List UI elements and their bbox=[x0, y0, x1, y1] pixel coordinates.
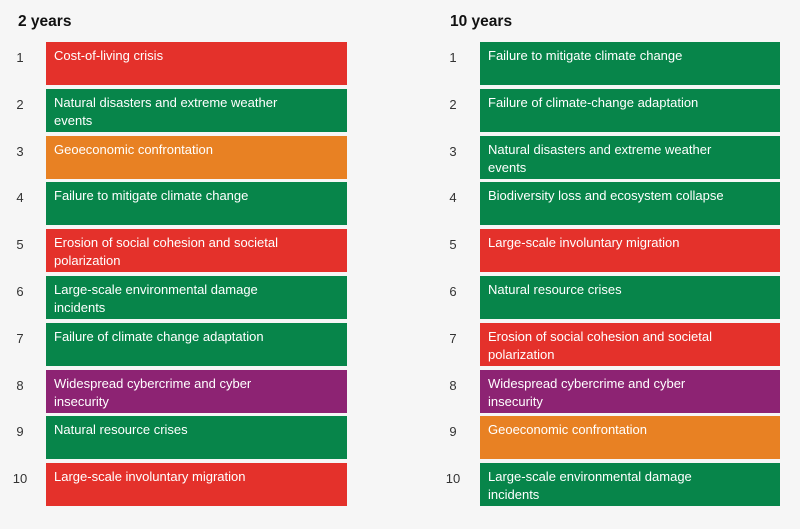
rank-number: 6 bbox=[16, 284, 24, 299]
risk-box: Large-scale environmental damage inciden… bbox=[480, 463, 780, 506]
risk-box: Large-scale involuntary migration bbox=[46, 463, 347, 506]
column-title: 2 years bbox=[18, 13, 72, 30]
rank-number: 8 bbox=[449, 378, 457, 393]
risk-label: Widespread cybercrime and cyber insecuri… bbox=[54, 376, 252, 409]
rank-number: 2 bbox=[449, 97, 457, 112]
risk-box: Erosion of social cohesion and societal … bbox=[46, 229, 347, 272]
risk-box: Cost-of-living crisis bbox=[46, 42, 347, 85]
risk-box: Biodiversity loss and ecosystem collapse bbox=[480, 182, 780, 225]
rank-number: 7 bbox=[449, 331, 457, 346]
risk-box: Geoeconomic confrontation bbox=[46, 136, 347, 179]
rank-number: 9 bbox=[16, 424, 24, 439]
risk-label: Geoeconomic confrontation bbox=[54, 142, 213, 157]
risk-label: Failure to mitigate climate change bbox=[54, 188, 249, 203]
rank-number: 5 bbox=[16, 237, 24, 252]
risk-label: Cost-of-living crisis bbox=[54, 48, 164, 63]
risk-label: Natural disasters and extreme weather ev… bbox=[54, 95, 278, 128]
rank-number: 9 bbox=[449, 424, 457, 439]
risk-label: Failure to mitigate climate change bbox=[488, 48, 683, 63]
risk-label: Biodiversity loss and ecosystem collapse bbox=[488, 188, 724, 203]
risk-box: Erosion of social cohesion and societal … bbox=[480, 323, 780, 366]
risk-box: Natural disasters and extreme weather ev… bbox=[480, 136, 780, 179]
risk-box: Widespread cybercrime and cyber insecuri… bbox=[480, 370, 780, 413]
risk-box: Large-scale environmental damage inciden… bbox=[46, 276, 347, 319]
risk-box: Natural disasters and extreme weather ev… bbox=[46, 89, 347, 132]
rank-number: 10 bbox=[12, 471, 28, 486]
risk-label: Natural resource crises bbox=[54, 422, 188, 437]
risk-label: Large-scale involuntary migration bbox=[54, 469, 246, 484]
rank-number: 10 bbox=[445, 471, 461, 486]
rank-number: 4 bbox=[16, 190, 24, 205]
risk-label: Erosion of social cohesion and societal … bbox=[488, 329, 713, 362]
risk-box: Failure of climate change adaptation bbox=[46, 323, 347, 366]
risk-label: Large-scale environmental damage inciden… bbox=[54, 282, 258, 315]
risk-box: Large-scale involuntary migration bbox=[480, 229, 780, 272]
risk-label: Failure of climate change adaptation bbox=[54, 329, 264, 344]
risk-label: Natural resource crises bbox=[488, 282, 622, 297]
risk-box: Widespread cybercrime and cyber insecuri… bbox=[46, 370, 347, 413]
rank-number: 3 bbox=[449, 144, 457, 159]
risk-box: Natural resource crises bbox=[480, 276, 780, 319]
rank-number: 2 bbox=[16, 97, 24, 112]
risk-label: Natural disasters and extreme weather ev… bbox=[488, 142, 712, 175]
risk-label: Geoeconomic confrontation bbox=[488, 422, 647, 437]
rank-number: 1 bbox=[449, 50, 457, 65]
risk-box: Geoeconomic confrontation bbox=[480, 416, 780, 459]
risk-label: Large-scale involuntary migration bbox=[488, 235, 680, 250]
rank-number: 8 bbox=[16, 378, 24, 393]
rank-number: 5 bbox=[449, 237, 457, 252]
rank-number: 1 bbox=[16, 50, 24, 65]
risk-label: Widespread cybercrime and cyber insecuri… bbox=[488, 376, 686, 409]
risk-label: Failure of climate-change adaptation bbox=[488, 95, 699, 110]
rank-number: 4 bbox=[449, 190, 457, 205]
risk-box: Natural resource crises bbox=[46, 416, 347, 459]
rank-number: 3 bbox=[16, 144, 24, 159]
risk-box: Failure of climate-change adaptation bbox=[480, 89, 780, 132]
risk-label: Erosion of social cohesion and societal … bbox=[54, 235, 279, 268]
column-title: 10 years bbox=[450, 13, 513, 30]
risk-label: Large-scale environmental damage inciden… bbox=[488, 469, 692, 502]
risk-box: Failure to mitigate climate change bbox=[480, 42, 780, 85]
rank-number: 6 bbox=[449, 284, 457, 299]
risk-box: Failure to mitigate climate change bbox=[46, 182, 347, 225]
rank-number: 7 bbox=[16, 331, 24, 346]
